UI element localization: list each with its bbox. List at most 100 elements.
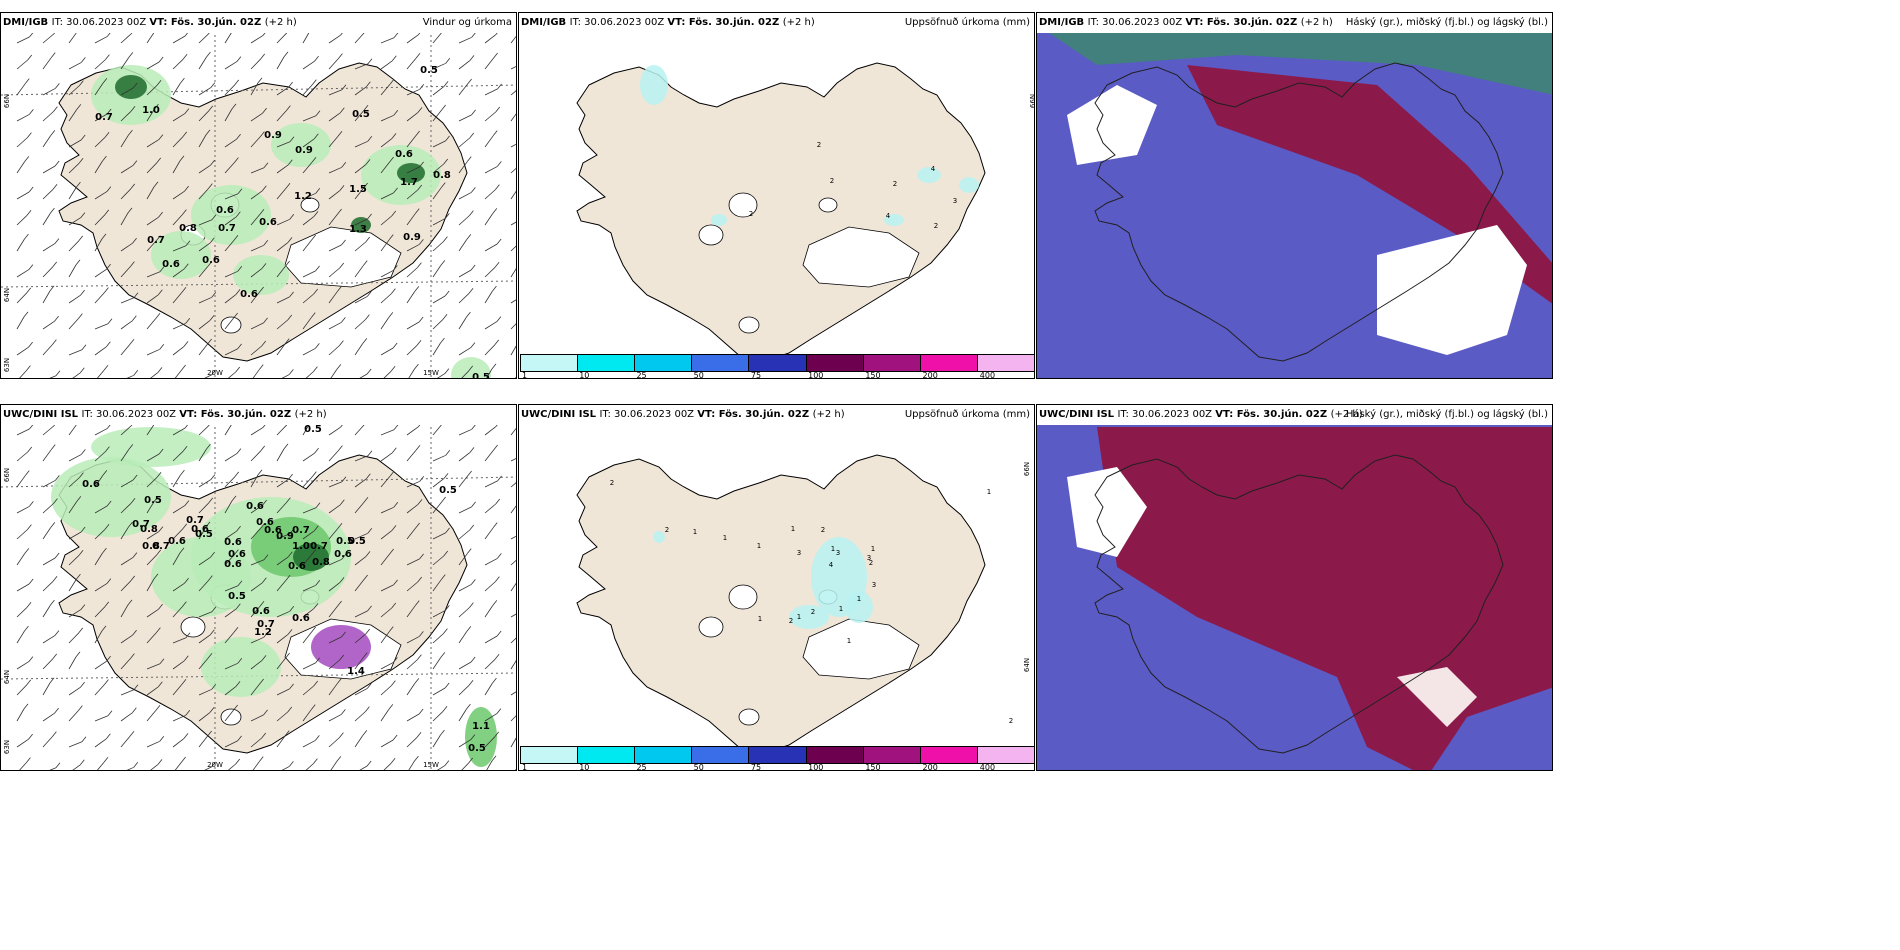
wind-barb-feather [104,524,110,530]
wind-barb [250,190,263,200]
wind-barb-feather [52,576,58,582]
wind-barb [224,270,238,278]
wind-barb [146,186,155,200]
wind-barb [484,135,494,148]
wind-barb [458,739,472,748]
wind-barb-feather [127,207,133,214]
wind-barb [146,710,157,722]
rain-area [293,543,329,571]
wind-barb-feather [211,214,217,221]
wind-barb-feather [287,237,293,243]
wind-barb [510,245,516,252]
wind-barb [250,559,265,566]
wind-barb [68,349,83,356]
wind-barb [276,265,286,278]
wind-barb [432,241,444,252]
wind-barb [120,658,131,670]
wind-barb [96,370,105,378]
clear-area-south [1397,667,1477,727]
precip-area [789,605,829,629]
wind-barb [42,320,55,330]
wind-barb [198,502,210,514]
rain-area [91,427,211,467]
wind-barb [120,502,132,514]
wind-barb [120,188,132,200]
wind-barb-feather [469,602,474,608]
wind-barb [198,134,207,148]
wind-barb-feather [154,103,159,110]
wind-barb [328,659,340,670]
wind-barb [432,633,444,644]
wind-barb-feather [211,761,216,768]
wind-barb [42,33,54,44]
wind-barb [328,504,341,514]
wind-barb-feather [491,363,497,370]
wind-barb-feather [442,314,448,320]
wind-barb-feather [235,289,241,295]
wind-barb [94,83,104,96]
wind-barb-feather [445,450,451,456]
wind-barb [486,368,493,378]
wind-barb [68,578,77,592]
wind-barb [120,604,129,618]
wind-barb-feather [130,106,136,112]
wind-barb-feather [415,53,421,59]
wind-barb [68,531,82,540]
legend-swatch [749,747,807,763]
wind-barb [458,347,472,356]
wind-barb-feather [392,55,397,62]
wind-barb-feather [54,630,60,636]
wind-barb-feather [393,265,398,271]
wind-barb [126,374,134,378]
wind-barb-feather [208,105,214,112]
wind-barb-feather [263,317,268,324]
wind-barb-feather [75,259,81,266]
wind-barb [406,581,418,592]
panel-header: UWC/DINI ISL IT: 30.06.2023 00Z VT: Fös.… [1037,405,1552,425]
wind-barb-feather [467,470,472,477]
header-it: IT: 30.06.2023 00Z [81,409,180,420]
precip-value: 1 [693,528,697,536]
wind-barb [250,214,261,226]
wind-barb-feather [341,631,346,638]
wind-barb-feather [315,657,320,664]
wind-barb-feather [263,240,269,246]
wind-barb [250,606,261,618]
wind-barb [94,528,106,540]
glacier [180,616,206,638]
wind-barb [380,215,392,226]
wind-barb-feather [101,625,107,632]
wind-barb-feather [393,32,399,39]
glacier [738,708,760,726]
precip-area [640,65,668,105]
wind-barb [198,424,210,436]
wind-barb-feather [156,472,162,478]
wind-barb [16,553,26,566]
legend-tick: 10 [579,763,590,771]
wind-barb-feather [418,316,424,323]
wind-barb-feather [23,703,29,710]
wind-barb-feather [158,211,163,218]
wind-barb-feather [289,136,295,143]
header-model: UWC/DINI ISL [521,409,600,420]
wind-barb-feather [106,733,111,740]
wind-barb [458,215,470,226]
wind-barb [458,475,468,488]
wind-barb [354,610,368,618]
header-it: IT: 30.06.2023 00Z [1117,409,1216,420]
wind-barb-feather [263,632,269,638]
wind-barb-feather [419,631,424,637]
wind-barb [484,166,498,174]
wind-barb-feather [468,365,474,372]
rain-rate-value: 0.5 [228,591,246,602]
wind-barb-feather [393,187,398,194]
wind-barb-feather [414,678,420,684]
wind-barb-feather [392,447,397,454]
wind-barb-feather [363,574,368,581]
wind-barb [42,344,53,356]
wind-barb [328,481,343,488]
wind-barb [458,553,468,566]
legend-tick: 200 [922,371,938,379]
wind-barb-feather [237,735,242,742]
wind-barb-feather [78,158,84,164]
